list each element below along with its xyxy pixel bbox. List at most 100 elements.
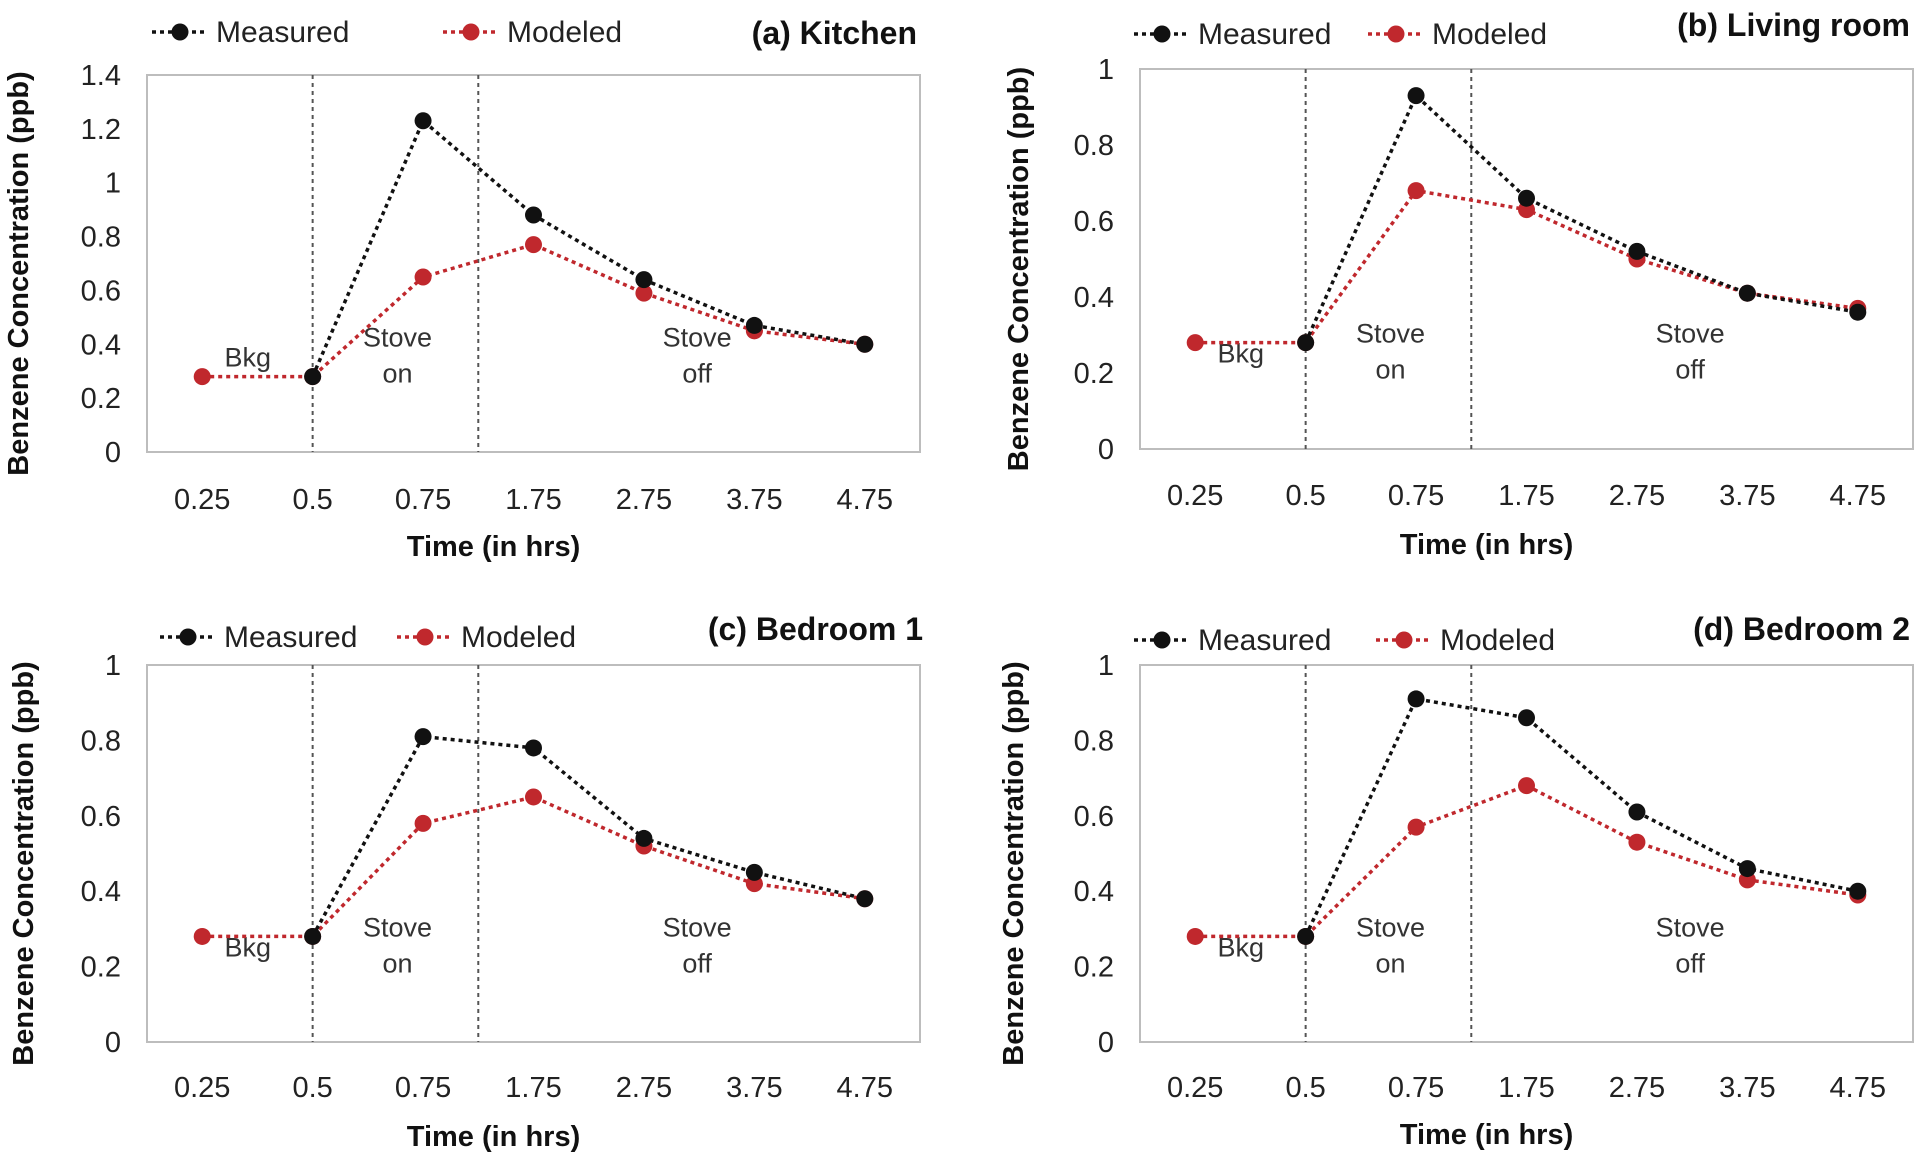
legend-item-measured: Measured [160, 621, 357, 654]
data-point-measured [1738, 860, 1756, 878]
x-tick-label: 3.75 [1719, 480, 1775, 512]
legend-label: Measured [1198, 18, 1331, 51]
data-point-modeled [1407, 182, 1425, 200]
series-line-measured [310, 117, 866, 378]
data-point-modeled [525, 236, 542, 254]
panel-title: (b) Living room [1677, 7, 1910, 43]
y-tick-label: 0.4 [81, 329, 121, 361]
y-tick-label: 1.2 [81, 114, 121, 146]
legend-marker [179, 628, 197, 646]
x-tick-label: 1.75 [505, 484, 561, 516]
data-point-measured [635, 271, 653, 289]
data-point-measured [1849, 303, 1867, 321]
data-point-measured [1407, 87, 1425, 105]
y-axis-title: Benzene Concentration (ppb) [3, 71, 35, 475]
phase-label: Stove [1656, 319, 1725, 349]
y-tick-label: 1 [105, 650, 121, 682]
data-point-measured [1518, 709, 1535, 727]
series-line-measured [311, 734, 866, 938]
y-tick-label: 0.6 [1074, 206, 1114, 238]
x-axis-title: Time (in hrs) [407, 531, 581, 563]
legend-marker [1395, 631, 1413, 649]
phase-label: off [1675, 948, 1705, 978]
y-tick-label: 0.4 [1074, 282, 1114, 314]
series-line-measured [1304, 92, 1859, 344]
data-point-modeled [193, 368, 211, 386]
y-tick-label: 0.2 [81, 383, 121, 415]
data-point-modeled [414, 814, 432, 832]
data-point-modeled [193, 927, 211, 945]
data-point-measured [856, 335, 874, 353]
y-tick-label: 1.4 [81, 60, 121, 92]
phase-label: Bkg [1218, 932, 1265, 962]
x-tick-label: 2.75 [616, 484, 672, 516]
chart-panel-2: 0 0.2 0.4 0.6 0.8 1 0.25 0.5 0.75 1.75 2.75 3.75 4.7… [1003, 7, 1914, 561]
phase-label: Bkg [225, 932, 272, 962]
phase-label: Stove [1356, 319, 1425, 349]
y-tick-label: 0.2 [1074, 358, 1114, 390]
data-point-measured [1628, 242, 1646, 260]
chart-panel-4: 0 0.2 0.4 0.6 0.8 1 0.25 0.5 0.75 1.75 2.75 3.75 4.7… [998, 611, 1914, 1151]
x-tick-label: 4.75 [837, 1072, 893, 1104]
legend-marker [416, 628, 434, 646]
x-tick-label: 1.75 [1498, 1072, 1554, 1104]
phase-label: on [1375, 355, 1405, 385]
phase-label: on [382, 948, 412, 978]
y-tick-label: 0 [105, 437, 121, 469]
x-axis-title: Time (in hrs) [1400, 1119, 1574, 1151]
panel-title: (c) Bedroom 1 [708, 611, 923, 647]
x-tick-label: 2.75 [1609, 1072, 1665, 1104]
legend-label: Modeled [461, 621, 576, 654]
phase-label: Stove [663, 912, 732, 942]
data-point-modeled [1186, 927, 1204, 945]
x-tick-label: 0.5 [292, 1072, 332, 1104]
phase-label: on [1375, 948, 1405, 978]
data-point-measured [745, 316, 763, 334]
x-tick-label: 2.75 [616, 1072, 672, 1104]
x-tick-label: 0.25 [1167, 1072, 1223, 1104]
y-tick-label: 1 [1098, 54, 1114, 86]
x-tick-label: 3.75 [726, 1072, 782, 1104]
y-axis-title: Benzene Concentration (ppb) [998, 661, 1030, 1065]
y-axis-title: Benzene Concentration (ppb) [8, 661, 40, 1065]
data-point-measured [304, 368, 322, 386]
legend-marker [462, 23, 480, 41]
data-point-measured [1407, 690, 1425, 708]
y-tick-label: 0 [1098, 434, 1114, 466]
x-tick-label: 0.5 [1285, 480, 1325, 512]
plot-area [1139, 664, 1914, 1043]
x-tick-label: 0.5 [1285, 1072, 1325, 1104]
phase-label: Stove [1356, 912, 1425, 942]
data-point-modeled [1518, 777, 1535, 795]
data-point-measured [414, 112, 432, 130]
legend-label: Modeled [1432, 18, 1547, 51]
y-tick-label: 1 [1098, 650, 1114, 682]
x-tick-label: 0.75 [1388, 1072, 1444, 1104]
plot-area [146, 664, 921, 1043]
panel-title: (a) Kitchen [752, 15, 917, 51]
y-tick-label: 1 [105, 168, 121, 200]
legend-label: Measured [1198, 624, 1331, 657]
x-axis-title: Time (in hrs) [407, 1121, 581, 1153]
y-axis-title: Benzene Concentration (ppb) [1003, 67, 1035, 471]
x-axis-title: Time (in hrs) [1400, 529, 1574, 561]
y-tick-label: 0.6 [81, 801, 121, 833]
data-point-measured [304, 927, 322, 945]
data-point-measured [1738, 284, 1756, 302]
x-tick-label: 0.75 [395, 1072, 451, 1104]
data-point-modeled [1407, 818, 1425, 836]
data-point-modeled [1628, 833, 1646, 851]
x-tick-label: 4.75 [1830, 1072, 1886, 1104]
legend-label: Modeled [1440, 624, 1555, 657]
data-point-modeled [525, 788, 542, 806]
y-tick-label: 0.8 [1074, 725, 1114, 757]
x-tick-label: 3.75 [1719, 1072, 1775, 1104]
phase-label: Stove [663, 322, 732, 352]
legend-marker [171, 23, 189, 41]
phase-label: Stove [1656, 912, 1725, 942]
x-tick-label: 0.5 [292, 484, 332, 516]
y-tick-label: 0.6 [81, 275, 121, 307]
x-tick-label: 1.75 [505, 1072, 561, 1104]
x-tick-label: 0.25 [1167, 480, 1223, 512]
data-point-measured [1628, 803, 1646, 821]
